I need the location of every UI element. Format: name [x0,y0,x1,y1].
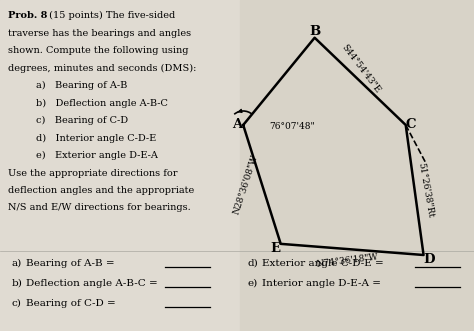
Text: a)   Bearing of A-B: a) Bearing of A-B [36,81,128,90]
Text: Deflection angle A-B-C =: Deflection angle A-B-C = [26,278,158,288]
Text: d)   Interior angle C-D-E: d) Interior angle C-D-E [36,133,156,143]
Text: a): a) [12,259,22,267]
Text: traverse has the bearings and angles: traverse has the bearings and angles [8,28,191,37]
Text: Bearing of A-B =: Bearing of A-B = [26,259,115,267]
Text: c): c) [12,299,22,307]
Text: e)   Exterior angle D-E-A: e) Exterior angle D-E-A [36,151,158,160]
Bar [0,0,240,331]
Text: N74°36'18"W: N74°36'18"W [315,252,378,269]
Text: deflection angles and the appropriate: deflection angles and the appropriate [8,186,194,195]
Text: N28°36'08"W: N28°36'08"W [232,153,260,215]
Text: C: C [406,118,417,131]
Text: (15 points) The five-sided: (15 points) The five-sided [46,11,175,20]
Text: c)   Bearing of C-D: c) Bearing of C-D [36,116,128,125]
Text: Use the appropriate directions for: Use the appropriate directions for [8,168,177,177]
Text: 76°07'48": 76°07'48" [270,122,315,131]
Text: E: E [270,242,280,255]
Text: Exterior angle C-D-E =: Exterior angle C-D-E = [262,259,384,267]
Text: N/S and E/W directions for bearings.: N/S and E/W directions for bearings. [8,204,191,213]
Text: shown. Compute the following using: shown. Compute the following using [8,46,189,55]
Text: S44°54'43"E: S44°54'43"E [340,43,382,95]
Text: degrees, minutes and seconds (DMS):: degrees, minutes and seconds (DMS): [8,64,196,72]
Text: d): d) [248,259,259,267]
Text: 51°26'38"Rt: 51°26'38"Rt [416,162,435,218]
Text: D: D [423,253,435,266]
Text: b)   Deflection angle A-B-C: b) Deflection angle A-B-C [36,99,168,108]
Text: e): e) [248,278,258,288]
Text: A: A [233,118,243,131]
Text: Prob. 8: Prob. 8 [8,11,47,20]
Text: B: B [309,25,320,38]
Text: Interior angle D-E-A =: Interior angle D-E-A = [262,278,381,288]
Text: b): b) [12,278,23,288]
Bar [240,0,474,331]
Text: Bearing of C-D =: Bearing of C-D = [26,299,116,307]
